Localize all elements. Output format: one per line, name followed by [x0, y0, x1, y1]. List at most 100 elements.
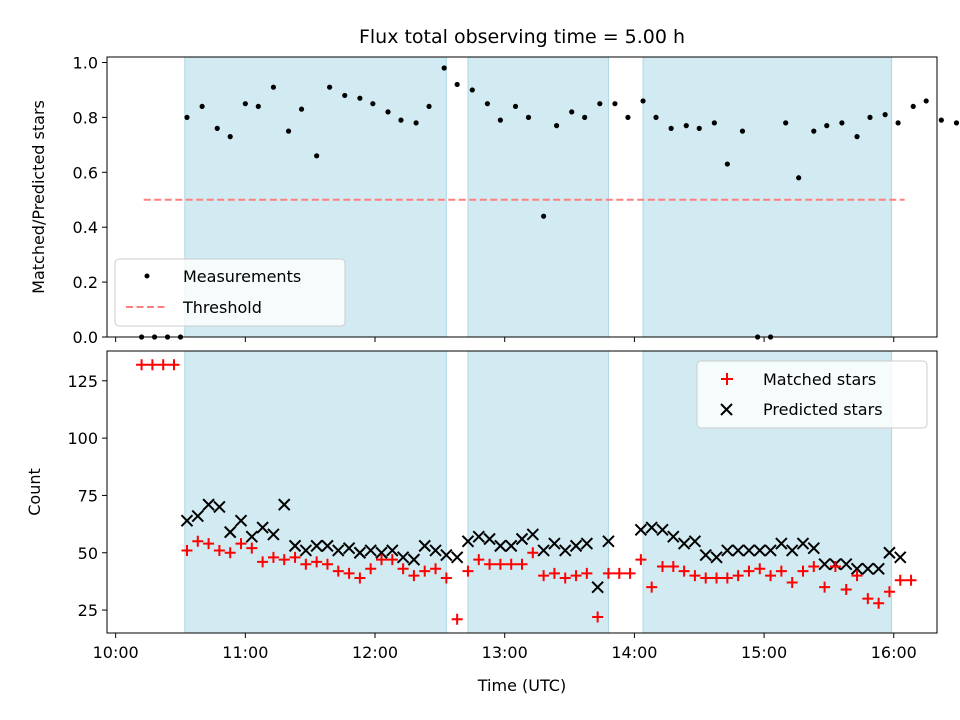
matched-star-point	[829, 561, 841, 573]
matched-star-point	[570, 570, 582, 582]
legend-predicted-label: Predicted stars	[763, 400, 883, 419]
predicted-star-point	[861, 562, 875, 576]
matched-star-point	[376, 554, 388, 566]
predicted-star-point	[688, 535, 702, 548]
matched-star-point	[732, 570, 744, 582]
measurement-point	[783, 120, 789, 126]
measurement-point	[683, 123, 689, 129]
matched-star-point	[408, 570, 420, 582]
bottom-legend[interactable]: Matched stars Predicted stars	[696, 360, 928, 429]
matched-star-point	[462, 565, 474, 577]
matched-star-point	[146, 359, 158, 371]
predicted-star-point	[894, 551, 907, 564]
predicted-star-point	[731, 544, 745, 557]
predicted-star-point	[202, 498, 215, 511]
shaded-interval	[467, 350, 609, 634]
matched-star-point	[494, 558, 506, 570]
predicted-star-point	[299, 544, 313, 557]
measurement-point	[497, 117, 503, 123]
matched-star-point	[157, 359, 169, 371]
measurement-point	[512, 103, 519, 110]
matched-star-point	[203, 538, 215, 550]
y-tick-label: 0.0	[73, 328, 98, 347]
measurement-point	[270, 84, 277, 90]
predicted-star-point	[883, 546, 896, 559]
predicted-star-point	[407, 553, 421, 566]
measurement-point	[597, 101, 603, 107]
predicted-star-point	[310, 539, 323, 553]
predicted-star-point	[721, 544, 734, 557]
y-tick-label: 25	[78, 601, 98, 620]
matched-star-point	[267, 551, 279, 563]
predicted-star-point	[667, 530, 680, 543]
measurement-point	[184, 114, 190, 120]
bottom-plot-area	[136, 359, 917, 625]
matched-star-point	[840, 583, 852, 595]
predicted-star-point	[256, 521, 269, 534]
measurement-point	[553, 123, 560, 129]
predicted-star-point	[191, 509, 204, 523]
matched-star-point	[289, 551, 301, 563]
predicted-star-point	[645, 521, 658, 534]
predicted-star-point	[450, 551, 464, 564]
measurement-point	[640, 98, 646, 104]
measurement-point	[298, 106, 305, 112]
matched-star-point	[700, 572, 712, 584]
measurement-point	[625, 114, 631, 120]
matched-star-point	[235, 538, 247, 550]
measurement-point	[441, 65, 447, 71]
predicted-star-point	[559, 544, 572, 557]
matched-star-point	[581, 567, 593, 579]
matched-star-point	[484, 558, 496, 570]
y-tick-label: 100	[67, 429, 98, 448]
matched-star-point	[246, 542, 258, 554]
measurement-point	[370, 101, 376, 107]
measurement-point	[541, 213, 547, 219]
predicted-star-point	[494, 539, 507, 553]
matched-star-point	[440, 572, 452, 584]
measurement-point	[953, 120, 960, 126]
predicted-star-point	[656, 523, 669, 537]
y-tick-label: 125	[67, 372, 98, 391]
x-tick-label: 13:00	[482, 643, 528, 662]
matched-star-point	[559, 572, 571, 584]
measurement-point	[413, 120, 419, 126]
predicted-star-point	[332, 544, 345, 557]
matched-star-point	[754, 563, 766, 575]
bottom-y-axis: 25 50 75 100 125	[67, 372, 107, 620]
measurement-point	[839, 120, 845, 126]
legend-threshold-label: Threshold	[182, 298, 262, 317]
predicted-star-point	[515, 532, 529, 546]
x-tick-label: 15:00	[741, 643, 787, 662]
measurement-point	[696, 125, 702, 131]
predicted-star-point	[461, 535, 475, 548]
matched-star-point	[386, 554, 398, 566]
matched-star-point	[224, 547, 236, 559]
predicted-star-point	[872, 562, 885, 576]
predicted-star-point	[753, 544, 766, 557]
predicted-star-point	[850, 562, 864, 576]
matched-star-point	[765, 570, 777, 582]
predicted-star-point	[537, 544, 550, 557]
measurement-point	[214, 125, 220, 131]
y-tick-label: 0.6	[73, 163, 98, 182]
measurement-point	[342, 92, 348, 99]
predicted-star-point	[580, 537, 594, 550]
measurement-point	[199, 103, 205, 110]
matched-star-point	[646, 581, 658, 593]
y-tick-label: 0.4	[73, 218, 98, 237]
top-legend[interactable]: Measurements Threshold	[114, 258, 346, 327]
predicted-star-point	[223, 525, 237, 539]
chart-title: Flux total observing time = 5.00 h	[359, 26, 685, 48]
top-panel: 0.0 0.2 0.4 0.6 0.8 1.0 Matched/Predicted sta…	[29, 53, 960, 347]
measurement-point	[582, 114, 588, 120]
shaded-interval	[184, 350, 447, 634]
measurement-point	[724, 161, 730, 167]
predicted-star-point	[418, 539, 431, 553]
measurement-point	[227, 134, 233, 140]
predicted-star-point	[278, 498, 291, 511]
shaded-interval	[467, 56, 609, 338]
x-tick-label: 11:00	[222, 643, 268, 662]
predicted-star-point	[180, 514, 194, 527]
matched-star-point	[873, 597, 885, 609]
